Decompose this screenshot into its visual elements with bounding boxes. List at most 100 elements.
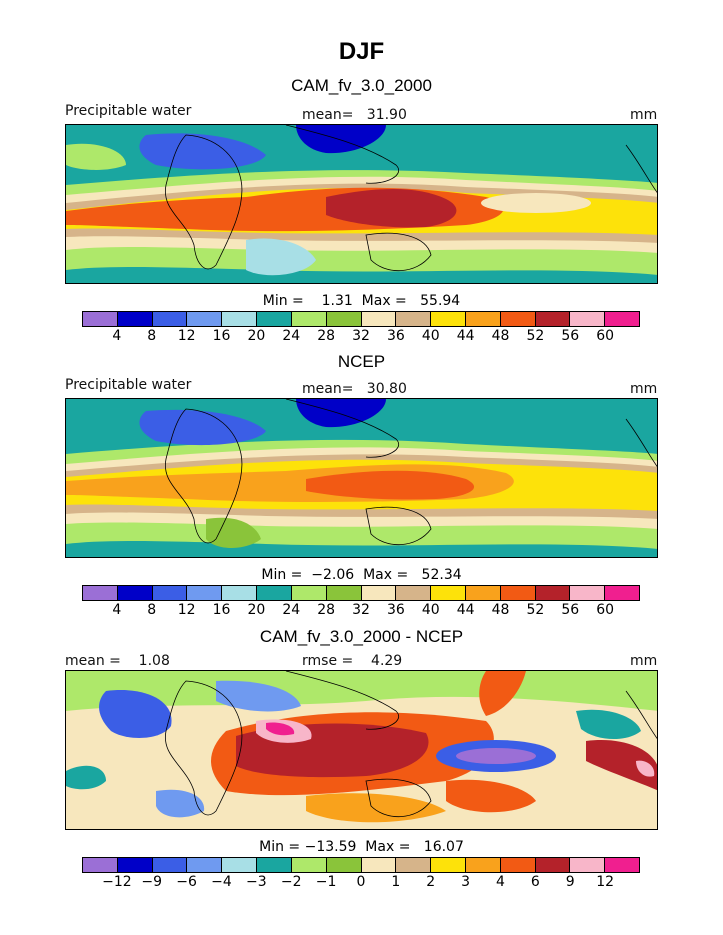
colorbar-level-label: 16 [212, 602, 231, 618]
colorbar-swatch [117, 586, 153, 600]
colorbar-level-label: 48 [491, 602, 510, 618]
panel-1-colorbar [82, 311, 640, 327]
colorbar-swatch [605, 858, 639, 872]
colorbar-level-label: 12 [177, 602, 196, 618]
colorbar-swatch [396, 312, 432, 326]
colorbar-level-label: 12 [596, 874, 615, 890]
colorbar-swatch [500, 858, 536, 872]
colorbar-swatch [187, 312, 223, 326]
colorbar-swatch [152, 858, 188, 872]
colorbar-swatch [222, 858, 258, 872]
colorbar-swatch [465, 586, 501, 600]
colorbar-level-label: 12 [177, 328, 196, 344]
colorbar-level-label: −9 [141, 874, 163, 890]
panel-1-units-label: mm [630, 107, 658, 123]
colorbar-swatch [152, 312, 188, 326]
colorbar-level-label: −3 [246, 874, 267, 890]
colorbar-swatch [500, 312, 536, 326]
colorbar-swatch [257, 312, 292, 326]
colorbar-swatch [361, 858, 397, 872]
colorbar-swatch [257, 858, 292, 872]
colorbar-swatch [396, 586, 432, 600]
colorbar-swatch [222, 586, 258, 600]
colorbar-level-label: −1 [315, 874, 337, 890]
colorbar-swatch [465, 312, 501, 326]
colorbar-swatch [83, 586, 118, 600]
colorbar-level-label: −2 [280, 874, 302, 890]
panel-2-mean-label: mean= 30.80 [302, 381, 407, 397]
panel-1-title: CAM_fv_3.0_2000 [291, 76, 432, 95]
colorbar-level-label: 6 [530, 874, 540, 890]
colorbar-level-label: 44 [456, 602, 475, 618]
panel-2-variable-label: Precipitable water [65, 377, 192, 393]
colorbar-swatch [326, 858, 362, 872]
colorbar-swatch [431, 858, 466, 872]
panel-3-title: CAM_fv_3.0_2000 - NCEP [259, 627, 464, 646]
colorbar-swatch [431, 312, 466, 326]
panel-2-colorbar-labels: 4 8 12 16 20 24 28 32 36 40 44 48 52 56 60 [82, 602, 640, 618]
colorbar-swatch [570, 858, 606, 872]
main-title: DJF [338, 38, 385, 65]
colorbar-level-label: 24 [282, 328, 301, 344]
colorbar-level-label: 20 [247, 602, 266, 618]
colorbar-level-label: 8 [147, 328, 157, 344]
colorbar-level-label: 20 [247, 328, 266, 344]
colorbar-swatch [152, 586, 188, 600]
colorbar-level-label: 32 [352, 328, 370, 344]
colorbar-level-label: 36 [386, 602, 405, 618]
panel-2-units-label: mm [630, 381, 658, 397]
panel-1-map [65, 124, 658, 284]
colorbar-level-label: 4 [112, 328, 122, 344]
colorbar-level-label: 9 [565, 874, 575, 890]
colorbar-level-label: 40 [421, 602, 440, 618]
colorbar-level-label: 52 [526, 328, 545, 344]
colorbar-level-label: 16 [212, 328, 231, 344]
colorbar-swatch [117, 312, 153, 326]
panel-2-title: NCEP [337, 352, 386, 371]
colorbar-level-label: 4 [112, 602, 122, 618]
colorbar-swatch [83, 858, 118, 872]
panel-3-colorbar [82, 857, 640, 873]
panel-1-mean-label: mean= 31.90 [302, 107, 407, 123]
colorbar-level-label: −4 [211, 874, 232, 890]
colorbar-level-label: 28 [317, 328, 336, 344]
colorbar-swatch [535, 312, 571, 326]
colorbar-swatch [605, 312, 639, 326]
colorbar-level-label: −12 [102, 874, 132, 890]
panel-2-minmax: Min = −2.06 Max = 52.34 [261, 567, 462, 583]
colorbar-level-label: 24 [282, 602, 301, 618]
panel-3-map [65, 670, 658, 830]
colorbar-swatch [570, 586, 606, 600]
panel-3-minmax: Min = −13.59 Max = 16.07 [259, 839, 464, 855]
panel-3-units-label: mm [630, 653, 658, 669]
panel-1-colorbar-labels: 4 8 12 16 20 24 28 32 36 40 44 48 52 56 60 [82, 328, 640, 344]
colorbar-swatch [605, 586, 639, 600]
colorbar-level-label: 56 [561, 328, 580, 344]
colorbar-swatch [187, 586, 223, 600]
colorbar-swatch [326, 586, 362, 600]
panel-1-variable-label: Precipitable water [65, 103, 192, 119]
colorbar-level-label: 0 [356, 874, 366, 890]
panel-2-map [65, 398, 658, 558]
colorbar-swatch [291, 586, 327, 600]
colorbar-level-label: 56 [561, 602, 580, 618]
colorbar-level-label: 44 [456, 328, 475, 344]
colorbar-level-label: 60 [596, 328, 615, 344]
colorbar-level-label: 4 [496, 874, 505, 890]
colorbar-swatch [535, 858, 571, 872]
colorbar-swatch [396, 858, 432, 872]
colorbar-level-label: 36 [386, 328, 405, 344]
colorbar-level-label: 60 [596, 602, 615, 618]
colorbar-swatch [291, 312, 327, 326]
colorbar-level-label: −6 [176, 874, 197, 890]
colorbar-level-label: 3 [461, 874, 471, 890]
panel-2-colorbar [82, 585, 640, 601]
colorbar-swatch [465, 858, 501, 872]
colorbar-swatch [83, 312, 118, 326]
colorbar-swatch [257, 586, 292, 600]
colorbar-level-label: 1 [391, 874, 401, 890]
colorbar-swatch [117, 858, 153, 872]
panel-3-rmse-label: rmse = 4.29 [302, 653, 403, 669]
colorbar-level-label: 48 [491, 328, 510, 344]
colorbar-swatch [361, 312, 397, 326]
